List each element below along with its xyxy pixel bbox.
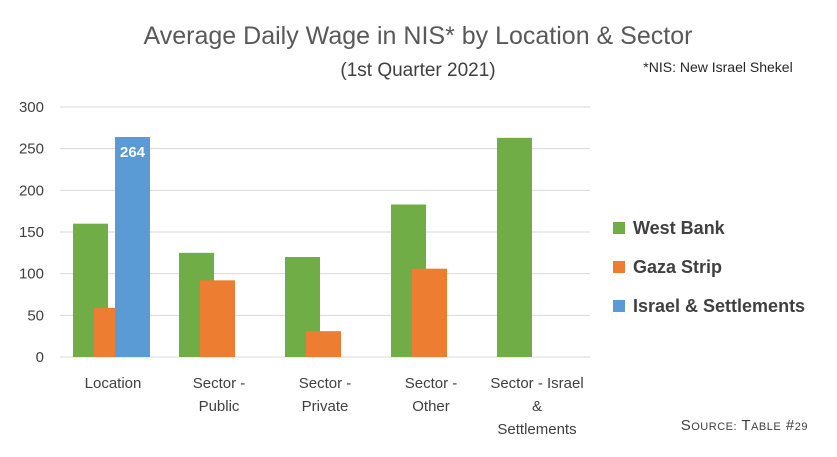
legend-swatch xyxy=(613,261,625,273)
y-tick-label: 100 xyxy=(19,266,44,283)
x-tick-label: & xyxy=(532,398,542,415)
legend-swatch xyxy=(613,222,625,234)
x-tick-label: Sector - xyxy=(299,375,352,392)
bars xyxy=(73,137,532,357)
y-tick-label: 0 xyxy=(36,349,44,366)
bar-gaza-strip xyxy=(412,268,447,357)
legend-label: Israel & Settlements xyxy=(633,296,805,316)
source-note: SOURCE: TABLE #29 xyxy=(681,417,808,434)
chart-title: Average Daily Wage in NIS* by Location &… xyxy=(144,22,693,50)
chart-footnote: *NIS: New Israel Shekel xyxy=(643,59,792,75)
x-axis-ticks: Location Sector - Public Sector - Private Sec… xyxy=(85,375,584,438)
x-tick-label: Settlements xyxy=(497,421,576,438)
y-axis-ticks: 0 50 100 150 200 250 300 xyxy=(19,99,44,366)
data-label: 264 xyxy=(120,144,146,161)
x-tick-label: Private xyxy=(302,398,349,415)
x-tick-label: Sector - xyxy=(405,375,458,392)
chart-subtitle: (1st Quarter 2021) xyxy=(340,60,495,81)
x-tick-label: Sector - xyxy=(193,375,246,392)
x-tick-label: Sector - Israel xyxy=(490,375,583,392)
x-tick-label: Location xyxy=(85,375,142,392)
legend-label: Gaza Strip xyxy=(633,257,722,277)
y-tick-label: 250 xyxy=(19,141,44,158)
legend: West Bank Gaza Strip Israel & Settlements xyxy=(613,218,805,316)
x-tick-label: Other xyxy=(412,398,450,415)
y-tick-label: 150 xyxy=(19,224,44,241)
y-tick-label: 200 xyxy=(19,182,44,199)
y-tick-label: 50 xyxy=(27,307,44,324)
bar-gaza-strip xyxy=(306,331,341,357)
y-tick-label: 300 xyxy=(19,99,44,116)
bar-gaza-strip xyxy=(200,280,235,357)
legend-label: West Bank xyxy=(633,218,726,238)
bar-israel-settlements xyxy=(115,137,150,357)
x-tick-label: Public xyxy=(199,398,240,415)
data-labels: 264 xyxy=(120,144,146,161)
legend-swatch xyxy=(613,300,625,312)
bar-west-bank xyxy=(497,137,532,357)
